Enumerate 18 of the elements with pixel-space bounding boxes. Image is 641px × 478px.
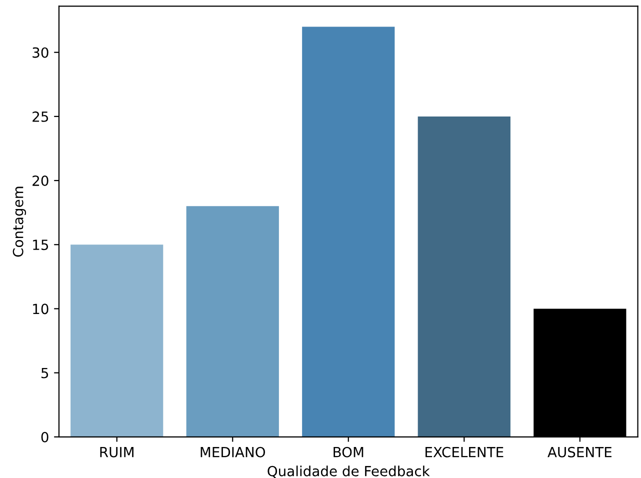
bar <box>186 206 279 437</box>
x-tick-label: EXCELENTE <box>426 446 504 458</box>
y-tick-label: 5 <box>41 368 48 378</box>
y-axis-title: Contagem <box>12 186 26 257</box>
y-tick-label: 25 <box>32 111 48 122</box>
y-tick-label: 10 <box>33 304 48 314</box>
y-tick-label: 30 <box>32 47 48 58</box>
x-axis-title: Qualidade de Feedback <box>268 466 430 478</box>
x-tick-label: MEDIANO <box>200 446 266 458</box>
x-tick-label: RUIM <box>100 447 134 458</box>
x-tick-label: BOM <box>334 446 364 458</box>
x-tick-label: AUSENTE <box>548 446 612 458</box>
bar <box>70 244 164 437</box>
y-tick-label: 15 <box>33 240 48 250</box>
y-tick-label: 0 <box>41 432 48 442</box>
y-tick-label: 20 <box>32 176 48 186</box>
bar <box>302 26 395 437</box>
bar <box>418 116 510 437</box>
